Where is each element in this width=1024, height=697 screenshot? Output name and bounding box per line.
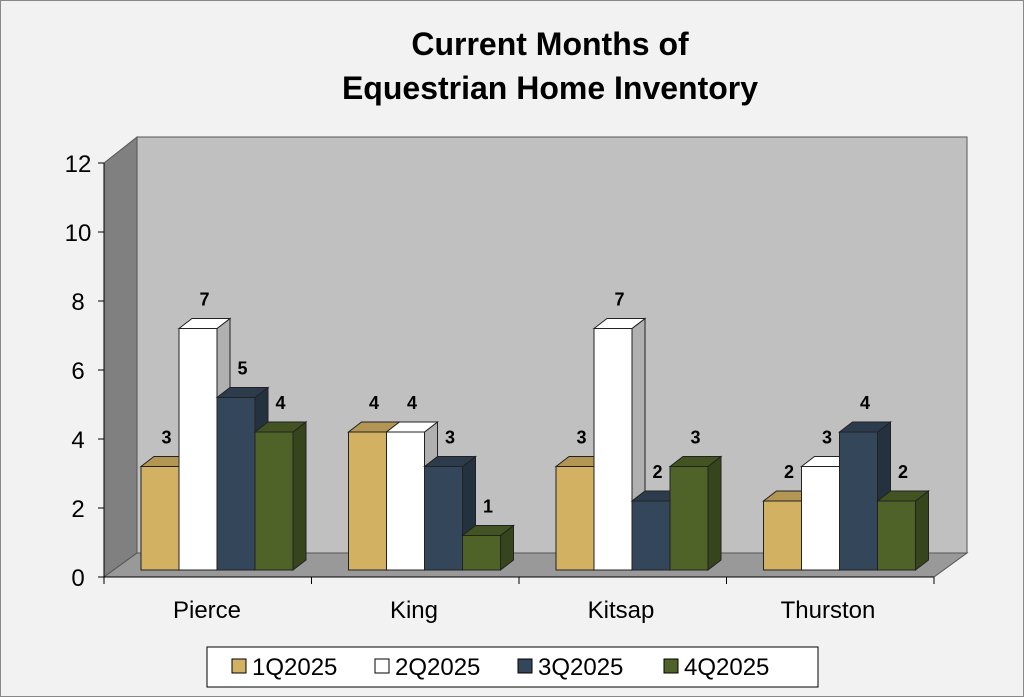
bar-4Q2025-Kitsap: 3 (668, 428, 723, 572)
x-category-label: Kitsap (588, 597, 655, 624)
data-label: 3 (161, 428, 171, 448)
bar-4Q2025-King: 1 (461, 497, 515, 572)
bar-front (424, 466, 463, 571)
bar-front (178, 328, 218, 571)
bar-front (140, 466, 180, 571)
bar-front (801, 466, 840, 571)
data-label: 7 (614, 290, 624, 310)
x-category-label: Pierce (173, 597, 241, 624)
legend-label: 1Q2025 (252, 654, 337, 681)
bar-4Q2025-Thurston: 2 (876, 462, 930, 572)
legend-swatch-1Q2025 (231, 658, 247, 674)
bar-front (386, 431, 425, 571)
x-category-label: King (390, 597, 438, 624)
data-label: 3 (445, 428, 455, 448)
y-tick-label: 8 (71, 289, 84, 316)
data-label: 4 (275, 393, 285, 413)
side-wall (103, 135, 138, 578)
bar-side (292, 420, 307, 572)
legend-swatch-4Q2025 (663, 658, 679, 674)
data-label: 3 (690, 428, 700, 448)
bar-front (593, 328, 633, 571)
bar-front (254, 431, 294, 571)
y-tick-label: 10 (65, 220, 92, 247)
legend-label: 4Q2025 (684, 654, 769, 681)
y-tick-label: 12 (65, 151, 92, 178)
legend-swatch-2Q2025 (374, 658, 390, 674)
bar-4Q2025-Pierce: 4 (253, 393, 308, 572)
data-label: 2 (784, 462, 794, 482)
legend-label: 3Q2025 (538, 654, 623, 681)
data-label: 7 (199, 290, 209, 310)
y-tick-label: 6 (71, 358, 84, 385)
data-label: 4 (369, 393, 379, 413)
bar-front (669, 466, 709, 571)
y-tick-label: 4 (71, 427, 84, 454)
chart-title-line-1: Current Months of (411, 26, 689, 62)
y-tick-label: 2 (71, 496, 84, 523)
bar-side (707, 455, 722, 572)
data-label: 2 (898, 462, 908, 482)
bar-front (555, 466, 595, 571)
bar-front (216, 397, 256, 571)
bar-front (839, 431, 878, 571)
bar-front (631, 500, 671, 571)
x-category-label: Thurston (781, 597, 876, 624)
data-label: 4 (860, 393, 870, 413)
bar-front (462, 535, 501, 571)
bar-front (763, 500, 802, 571)
data-label: 5 (237, 359, 247, 379)
bar-side (915, 489, 929, 572)
bar-front (877, 500, 916, 571)
legend-box (206, 646, 819, 688)
data-label: 4 (407, 393, 417, 413)
data-label: 3 (822, 428, 832, 448)
bar-front (348, 431, 387, 571)
y-tick-label: 0 (71, 565, 84, 592)
legend-label: 2Q2025 (395, 654, 480, 681)
data-label: 2 (652, 462, 662, 482)
chart-title-line-2: Equestrian Home Inventory (342, 70, 758, 106)
legend-swatch-3Q2025 (517, 658, 533, 674)
data-label: 1 (483, 497, 493, 517)
data-label: 3 (576, 428, 586, 448)
